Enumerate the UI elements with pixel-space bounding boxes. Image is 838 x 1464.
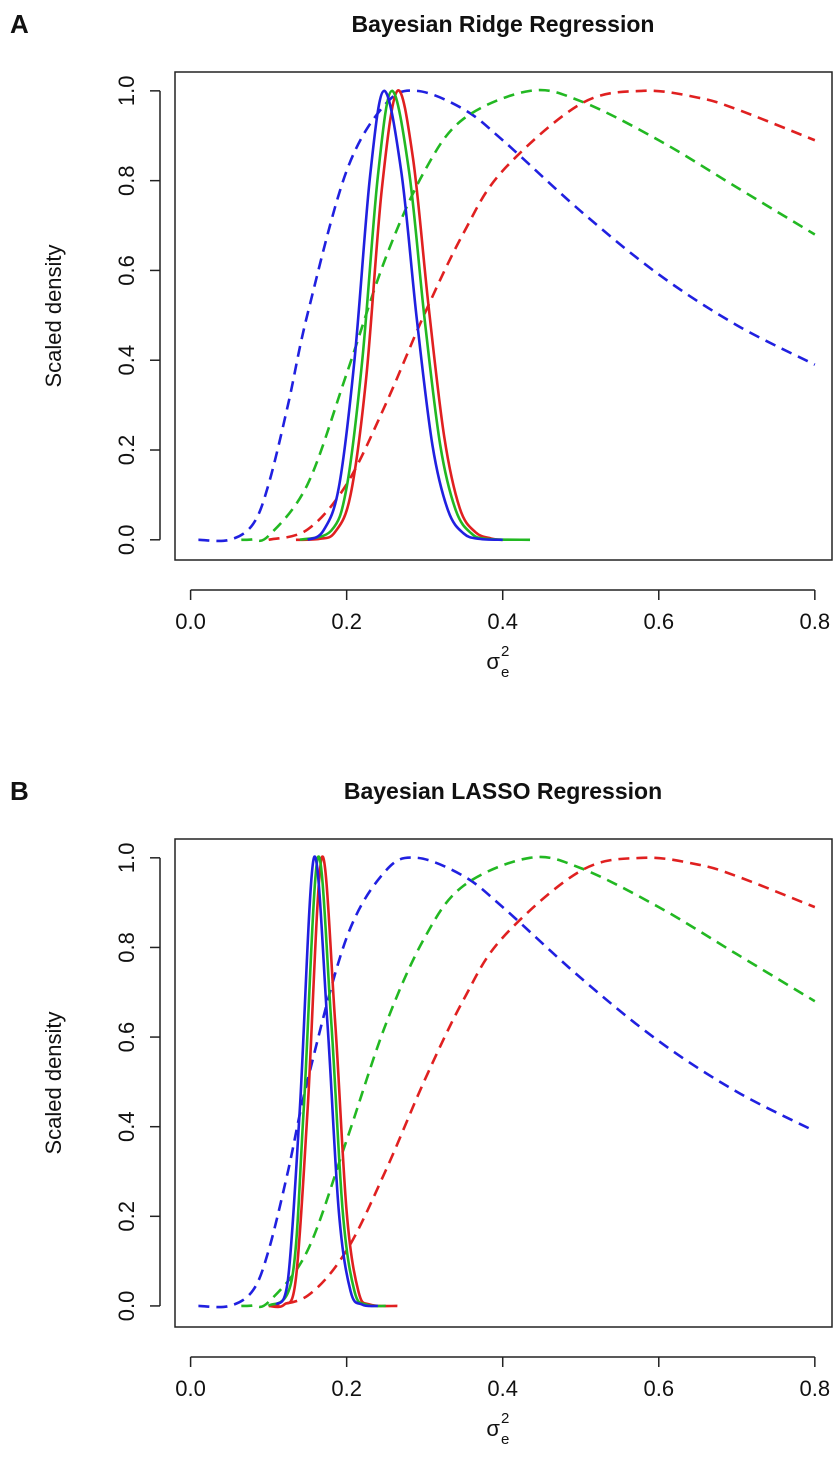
prior-density-line — [241, 88, 816, 543]
prior-density-line — [241, 855, 816, 1309]
y-tick-label: 0.2 — [114, 1201, 139, 1232]
x-tick-label: 0.4 — [487, 609, 518, 634]
x-axis-label-sup: 2 — [501, 1410, 509, 1427]
prior-density-line — [198, 856, 816, 1309]
x-tick-label: 0.8 — [800, 609, 831, 634]
x-axis-label-sub: e — [501, 664, 509, 681]
posterior-density-line — [299, 89, 531, 542]
panel: B Bayesian LASSO Regression 0.0 0.2 0.4 0.6 0.… — [10, 776, 833, 1448]
plot-frame — [174, 838, 833, 1328]
x-tick-label: 0.0 — [175, 1376, 206, 1401]
plot-frame — [174, 71, 833, 561]
chart-title: Bayesian LASSO Regression — [344, 778, 662, 804]
y-tick-label: 0.0 — [114, 1291, 139, 1322]
y-tick-label: 1.0 — [114, 76, 139, 107]
panel: A Bayesian Ridge Regression 0.0 0.2 0.4 0.6 0.… — [10, 9, 833, 681]
x-axis-label-sub: e — [501, 1431, 509, 1448]
x-tick-label: 0.2 — [331, 609, 362, 634]
y-axis-label: Scaled density — [41, 244, 66, 387]
y-tick-label: 0.2 — [114, 435, 139, 466]
y-tick-label: 0.0 — [114, 525, 139, 556]
y-tick-label: 0.8 — [114, 932, 139, 963]
y-tick-label: 0.6 — [114, 1022, 139, 1053]
y-tick-label: 0.6 — [114, 255, 139, 286]
y-tick-label: 0.4 — [114, 345, 139, 376]
x-axis-label: σ — [486, 649, 500, 674]
x-tick-label: 0.4 — [487, 1376, 518, 1401]
x-tick-label: 0.8 — [800, 1376, 831, 1401]
posterior-density-line — [307, 89, 503, 542]
posterior-density-line — [295, 89, 503, 542]
posterior-density-line — [268, 855, 398, 1309]
x-axis-label-sup: 2 — [501, 643, 509, 660]
y-tick-label: 1.0 — [114, 843, 139, 874]
x-tick-label: 0.6 — [643, 1376, 674, 1401]
chart-title: Bayesian Ridge Regression — [352, 11, 655, 37]
y-tick-label: 0.8 — [114, 165, 139, 196]
y-axis-label: Scaled density — [41, 1011, 66, 1154]
y-tick-label: 0.4 — [114, 1111, 139, 1142]
prior-density-line — [198, 89, 816, 543]
posterior-density-line — [275, 855, 378, 1308]
posterior-density-line — [267, 855, 386, 1308]
x-tick-label: 0.6 — [643, 609, 674, 634]
panel-label: A — [10, 9, 29, 39]
x-tick-label: 0.2 — [331, 1376, 362, 1401]
x-tick-label: 0.0 — [175, 609, 206, 634]
panel-label: B — [10, 776, 29, 806]
x-axis-label: σ — [486, 1416, 500, 1441]
